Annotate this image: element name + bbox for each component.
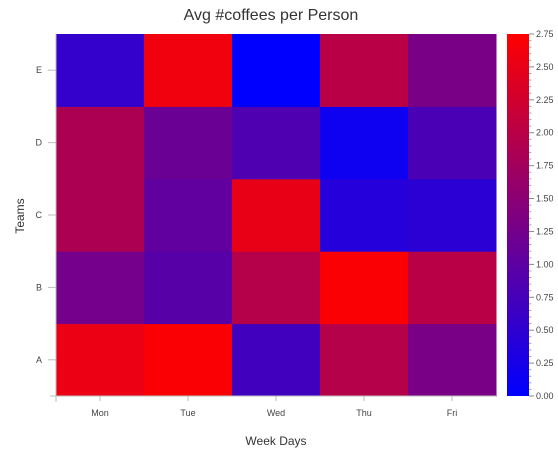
y-tick-label: E bbox=[36, 65, 42, 75]
heatmap-cell-d-tue bbox=[144, 106, 233, 180]
y-axis-title: Teams bbox=[13, 198, 27, 233]
colorbar-tick-label: 1.50 bbox=[536, 194, 554, 204]
colorbar-ticks: 0.00 0.25 0.50 0.75 1.00 1.25 1.50 1.75 2.00 2.25… bbox=[529, 29, 554, 401]
heatmap-cell-b-wed bbox=[232, 251, 321, 325]
heatmap-cell-c-thu bbox=[320, 178, 409, 252]
x-tick-label: Tue bbox=[180, 408, 195, 418]
colorbar-tick-label: 2.75 bbox=[536, 29, 554, 39]
heatmap-cell-a-wed bbox=[232, 323, 321, 397]
colorbar-tick-label: 0.00 bbox=[536, 391, 554, 401]
colorbar-tick-label: 0.25 bbox=[536, 358, 554, 368]
heatmap-cell-a-tue bbox=[144, 323, 233, 397]
colorbar-tick-label: 0.75 bbox=[536, 292, 554, 302]
heatmap-cell-e-thu bbox=[320, 34, 409, 107]
heatmap-cell-b-fri bbox=[408, 251, 497, 325]
x-tick-labels: Mon Tue Wed Thu Fri bbox=[91, 396, 457, 418]
heatmap-cell-b-thu bbox=[320, 251, 409, 325]
colorbar-tick-label: 2.50 bbox=[536, 62, 554, 72]
colorbar-tick-label: 1.00 bbox=[536, 259, 554, 269]
heatmap-cell-b-mon bbox=[56, 251, 145, 325]
chart-title: Avg #coffees per Person bbox=[184, 7, 359, 24]
axes bbox=[50, 34, 496, 402]
x-tick-label: Thu bbox=[356, 408, 372, 418]
y-tick-label: C bbox=[36, 210, 43, 220]
heatmap-cell-d-thu bbox=[320, 106, 409, 180]
heatmap-cell-c-mon bbox=[56, 178, 145, 252]
y-tick-label: A bbox=[36, 355, 42, 365]
colorbar-tick-label: 2.25 bbox=[536, 95, 554, 105]
heatmap-cell-a-thu bbox=[320, 323, 409, 397]
heatmap-cells bbox=[56, 34, 497, 397]
heatmap-cell-e-mon bbox=[56, 34, 145, 107]
heatmap-cell-e-fri bbox=[408, 34, 497, 107]
x-axis-title: Week Days bbox=[245, 434, 306, 448]
heatmap-cell-b-tue bbox=[144, 251, 233, 325]
heatmap-cell-d-fri bbox=[408, 106, 497, 180]
x-tick-label: Fri bbox=[447, 408, 458, 418]
y-tick-label: D bbox=[36, 138, 43, 148]
heatmap-cell-e-tue bbox=[144, 34, 233, 107]
colorbar-tick-label: 2.00 bbox=[536, 128, 554, 138]
heatmap-cell-a-fri bbox=[408, 323, 497, 397]
x-tick-label: Mon bbox=[91, 408, 109, 418]
heatmap-cell-d-mon bbox=[56, 106, 145, 180]
colorbar-tick-label: 0.50 bbox=[536, 325, 554, 335]
heatmap-cell-c-tue bbox=[144, 178, 233, 252]
colorbar-tick-label: 1.25 bbox=[536, 226, 554, 236]
heatmap-cell-a-mon bbox=[56, 323, 145, 397]
heatmap-cell-e-wed bbox=[232, 34, 321, 107]
colorbar-tick-label: 1.75 bbox=[536, 161, 554, 171]
heatmap-cell-d-wed bbox=[232, 106, 321, 180]
x-tick-label: Wed bbox=[267, 408, 285, 418]
heatmap-cell-c-wed bbox=[232, 178, 321, 252]
heatmap-cell-c-fri bbox=[408, 178, 497, 252]
y-tick-label: B bbox=[36, 282, 42, 292]
colorbar bbox=[507, 34, 529, 396]
y-tick-labels: A B C D E bbox=[36, 65, 56, 365]
